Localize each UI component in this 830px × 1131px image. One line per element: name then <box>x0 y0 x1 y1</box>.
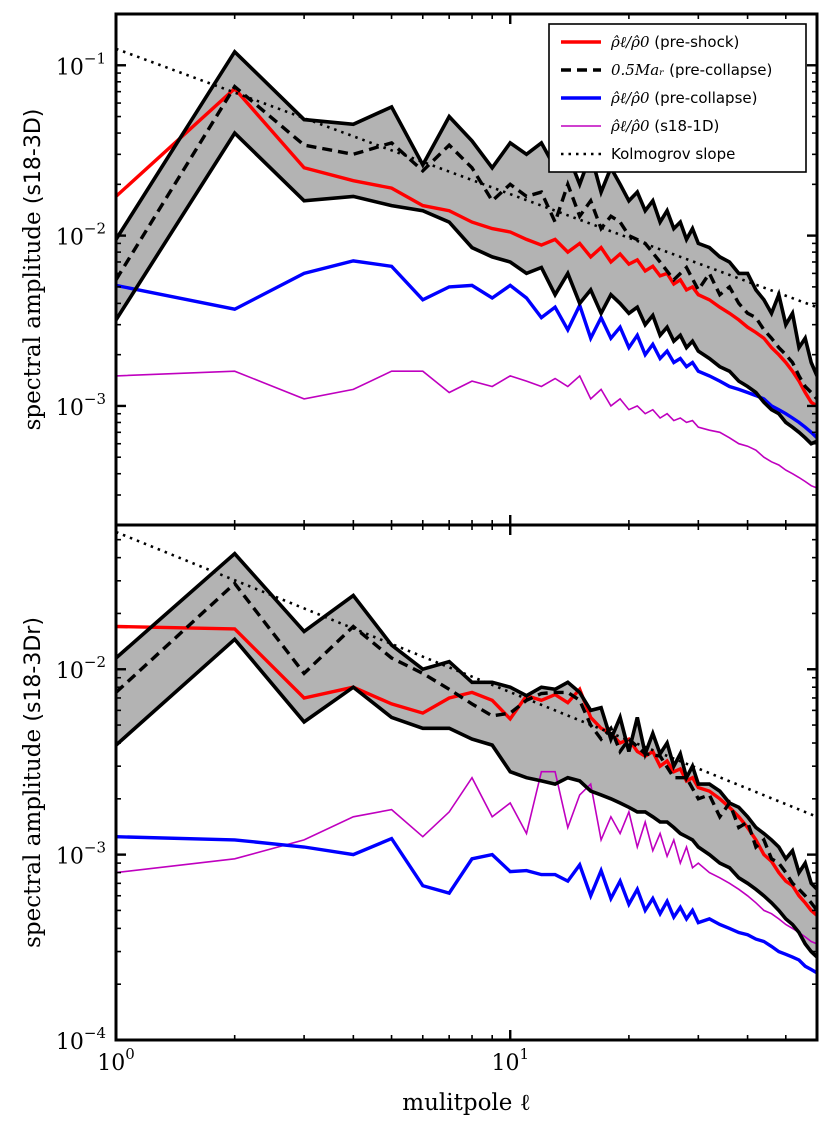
top-ytick-label: 10−1 <box>56 49 106 80</box>
bottom-ytick-label: 10−3 <box>56 839 106 870</box>
top-ma-band-fill <box>116 51 817 444</box>
top-legend-label: Kolmogrov slope <box>611 145 735 163</box>
bottom-xtick-label: 100 <box>97 1045 135 1076</box>
top-series-ma-lower <box>116 130 817 446</box>
top-series-ma-mid <box>116 84 817 401</box>
top-ytick-label: 10−2 <box>56 220 106 251</box>
bottom-series-ma-upper <box>116 551 817 891</box>
bottom-ma-band-fill <box>116 553 817 958</box>
top-panel: 10−1 10−2 10−3 spectral amplitude (s18-3D) ρ… <box>20 12 819 527</box>
bottom-series-ma-lower <box>116 636 817 959</box>
bottom-series-pre-shock <box>116 624 817 917</box>
bottom-series-kolmogorov <box>116 530 817 819</box>
bottom-ylabel: spectral amplitude (s18-3Dr) <box>20 617 46 948</box>
top-series-pre-shock <box>116 86 817 408</box>
top-series-pre-collapse <box>116 259 817 440</box>
top-legend-label: ρ̂ℓ/ρ̂0 (pre-shock) <box>610 33 739 51</box>
top-ytick-label: 10−3 <box>56 390 106 421</box>
bottom-ytick-label: 10−2 <box>56 653 106 684</box>
top-plot-area <box>116 47 817 489</box>
bottom-series-ma-mid <box>116 580 817 912</box>
bottom-axes-frame <box>114 523 819 1042</box>
bottom-ytick-label: 10−4 <box>56 1024 106 1055</box>
bottom-series-pre-collapse <box>116 835 817 975</box>
top-ylabel: spectral amplitude (s18-3D) <box>20 109 46 431</box>
bottom-xtick-label: 101 <box>491 1045 529 1076</box>
top-series-s18-1d <box>116 370 817 489</box>
top-legend: ρ̂ℓ/ρ̂0 (pre-shock) 0.5Maᵣ (pre-collapse)… <box>548 23 807 173</box>
bottom-plot-area <box>116 530 817 975</box>
bottom-series-s18-1d <box>116 770 817 945</box>
top-series-kolmogorov <box>116 47 817 309</box>
top-legend-label: ρ̂ℓ/ρ̂0 (pre-collapse) <box>610 89 757 107</box>
bottom-xlabel: mulitpole ℓ <box>402 1090 530 1116</box>
top-series-ma-upper <box>116 48 817 377</box>
top-legend-label: ρ̂ℓ/ρ̂0 (s18-1D) <box>610 117 719 135</box>
top-legend-label: 0.5Maᵣ (pre-collapse) <box>611 61 772 79</box>
